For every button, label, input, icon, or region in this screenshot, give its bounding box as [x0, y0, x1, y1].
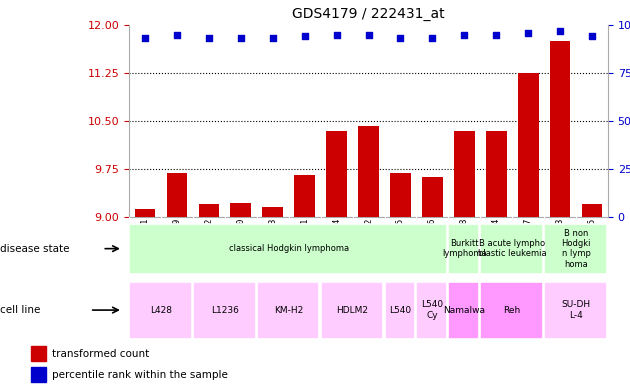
Text: L428: L428	[150, 306, 172, 314]
Bar	[581, 204, 602, 217]
Point	[140, 35, 150, 41]
Text: classical Hodgkin lymphoma: classical Hodgkin lymphoma	[229, 244, 349, 253]
Text: GSM499721: GSM499721	[140, 217, 149, 265]
Text: L540
Cy: L540 Cy	[421, 300, 444, 320]
Point	[236, 35, 246, 41]
Text: transformed count: transformed count	[52, 349, 150, 359]
Bar	[32, 346, 47, 361]
Point	[364, 31, 374, 38]
Bar	[198, 204, 219, 217]
Text: B non
Hodgki
n lymp
homa: B non Hodgki n lymp homa	[561, 228, 591, 269]
Point	[300, 33, 310, 40]
Bar	[135, 209, 156, 217]
Text: L1236: L1236	[211, 306, 239, 314]
Bar	[480, 224, 543, 273]
Text: GSM499734: GSM499734	[492, 217, 501, 265]
Bar	[480, 281, 543, 339]
Text: GSM499731: GSM499731	[301, 217, 309, 265]
Text: GSM499730: GSM499730	[236, 217, 245, 265]
Bar	[326, 131, 347, 217]
Bar	[544, 281, 607, 339]
Text: HDLM2: HDLM2	[336, 306, 369, 314]
Bar	[544, 224, 607, 273]
Text: GSM499726: GSM499726	[428, 217, 437, 265]
Bar	[263, 207, 283, 217]
Text: GSM499735: GSM499735	[588, 217, 597, 265]
Text: percentile rank within the sample: percentile rank within the sample	[52, 370, 228, 380]
Text: KM-H2: KM-H2	[274, 306, 304, 314]
Bar	[550, 41, 570, 217]
Bar	[32, 367, 47, 382]
Text: GSM499729: GSM499729	[173, 217, 181, 265]
Bar	[384, 281, 415, 339]
Point	[396, 35, 406, 41]
Bar	[486, 131, 507, 217]
Point	[172, 31, 182, 38]
Point	[587, 33, 597, 40]
Text: Namalwa: Namalwa	[444, 306, 485, 314]
Text: disease state: disease state	[0, 243, 69, 254]
Point	[555, 28, 565, 34]
Bar	[193, 281, 256, 339]
Bar	[167, 174, 187, 217]
Bar	[518, 73, 539, 217]
Bar	[416, 281, 447, 339]
Title: GDS4179 / 222431_at: GDS4179 / 222431_at	[292, 7, 445, 21]
Text: B acute lympho
blastic leukemia: B acute lympho blastic leukemia	[478, 239, 546, 258]
Text: GSM499727: GSM499727	[524, 217, 532, 265]
Bar	[449, 281, 479, 339]
Bar	[358, 126, 379, 217]
Bar	[129, 224, 447, 273]
Text: GSM499733: GSM499733	[556, 217, 564, 265]
Bar	[257, 281, 319, 339]
Text: GSM499722: GSM499722	[205, 217, 214, 265]
Point	[268, 35, 278, 41]
Text: GSM499723: GSM499723	[268, 217, 277, 265]
Point	[204, 35, 214, 41]
Point	[523, 30, 533, 36]
Bar	[294, 175, 315, 217]
Bar	[321, 281, 383, 339]
Bar	[454, 131, 474, 217]
Bar	[422, 177, 443, 217]
Text: GSM499724: GSM499724	[332, 217, 341, 265]
Text: GSM499732: GSM499732	[364, 217, 373, 265]
Bar	[231, 203, 251, 217]
Bar	[390, 174, 411, 217]
Text: GSM499725: GSM499725	[396, 217, 405, 265]
Point	[427, 35, 437, 41]
Point	[459, 31, 469, 38]
Text: L540: L540	[389, 306, 411, 314]
Bar	[129, 281, 192, 339]
Text: Reh: Reh	[503, 306, 521, 314]
Point	[331, 31, 341, 38]
Text: cell line: cell line	[0, 305, 40, 315]
Point	[491, 31, 501, 38]
Text: SU-DH
L-4: SU-DH L-4	[561, 300, 590, 320]
Text: Burkitt
lymphoma: Burkitt lymphoma	[442, 239, 486, 258]
Bar	[449, 224, 479, 273]
Text: GSM499728: GSM499728	[460, 217, 469, 265]
